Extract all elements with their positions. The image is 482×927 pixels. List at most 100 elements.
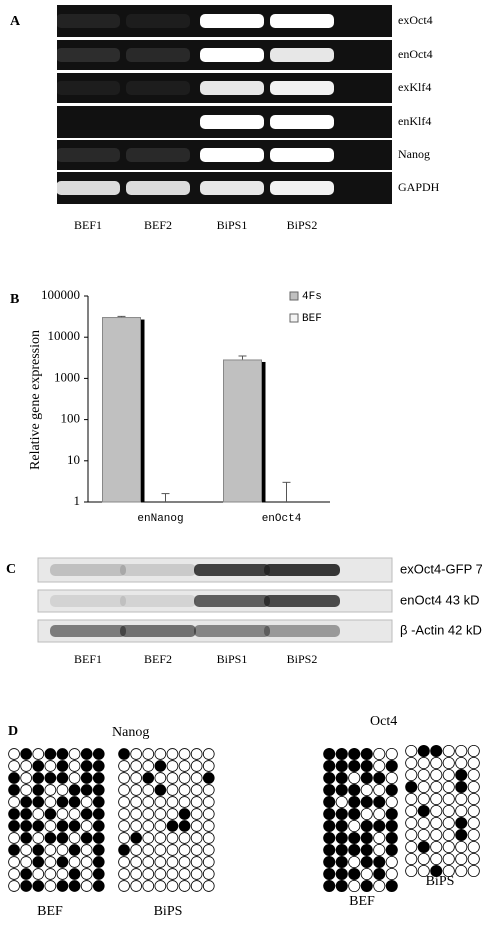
gel-band — [270, 48, 334, 62]
cpg-site — [335, 747, 348, 761]
blot-band — [50, 564, 126, 576]
cpg-site — [154, 820, 167, 832]
cpg-site — [202, 844, 215, 856]
blot-row-label: exOct4-GFP 70kD — [400, 561, 482, 576]
cpg-site — [118, 868, 130, 880]
cpg-site — [178, 772, 191, 784]
cpg-site — [467, 816, 480, 830]
cpg-site — [442, 852, 455, 866]
cpg-site — [455, 756, 468, 770]
cpg-site — [32, 820, 45, 832]
cpg-site — [360, 819, 373, 833]
cpg-site — [455, 828, 468, 842]
cpg-site — [130, 796, 142, 808]
cpg-site — [118, 856, 130, 868]
lane-label: BiPS1 — [217, 652, 248, 666]
cpg-site — [323, 843, 336, 857]
cpg-site — [92, 844, 105, 856]
cpg-site — [80, 856, 93, 868]
cpg-site — [348, 771, 361, 785]
cpg-site — [130, 760, 142, 772]
cpg-site — [348, 855, 361, 869]
cpg-site — [385, 831, 398, 845]
cpg-site — [430, 828, 443, 842]
cpg-site — [56, 784, 69, 796]
cpg-site — [467, 852, 480, 866]
cpg-site — [190, 796, 203, 808]
cpg-site — [142, 748, 155, 760]
cpg-site — [348, 879, 361, 893]
cpg-site — [335, 843, 348, 857]
cpg-site — [442, 828, 455, 842]
blot-row-label: β -Actin 42 kD — [400, 622, 482, 637]
cpg-site — [32, 880, 45, 892]
cpg-site — [44, 880, 57, 892]
cpg-site — [335, 771, 348, 785]
cpg-site — [442, 816, 455, 830]
cpg-site — [190, 856, 203, 868]
cpg-site — [118, 844, 130, 856]
cpg-site — [20, 868, 33, 880]
cpg-site — [32, 844, 45, 856]
lane-label: BiPS2 — [287, 218, 318, 232]
cpg-site — [455, 780, 468, 794]
cpg-site — [56, 796, 69, 808]
cpg-site — [56, 808, 69, 820]
cpg-site — [68, 880, 81, 892]
cpg-site — [178, 808, 191, 820]
gel-band — [126, 181, 190, 195]
cpg-site — [178, 844, 191, 856]
bar — [102, 317, 141, 503]
cpg-site — [467, 840, 480, 854]
cpg-site — [202, 868, 215, 880]
cpg-site — [80, 868, 93, 880]
cpg-site — [80, 880, 93, 892]
cpg-site — [385, 759, 398, 773]
cpg-site — [385, 855, 398, 869]
cpg-site — [92, 820, 105, 832]
cpg-site — [373, 831, 386, 845]
cpg-site — [190, 880, 203, 892]
cpg-site — [68, 868, 81, 880]
cpg-site — [442, 756, 455, 770]
cpg-site — [190, 808, 203, 820]
cpg-site — [417, 816, 430, 830]
cpg-site — [130, 880, 142, 892]
cpg-site — [190, 784, 203, 796]
cpg-site — [455, 864, 468, 878]
cpg-site — [335, 819, 348, 833]
cpg-site — [154, 832, 167, 844]
gel-band — [270, 181, 334, 195]
cpg-site — [80, 748, 93, 760]
cpg-site — [56, 856, 69, 868]
cpg-site — [8, 796, 20, 808]
cpg-site — [323, 783, 336, 797]
cpg-site — [467, 744, 480, 758]
cpg-site — [360, 759, 373, 773]
cpg-site — [20, 796, 33, 808]
cpg-site — [142, 772, 155, 784]
cpg-site — [92, 856, 105, 868]
cpg-site — [430, 792, 443, 806]
cpg-site — [118, 748, 130, 760]
cpg-site — [360, 795, 373, 809]
cpg-site — [166, 844, 179, 856]
cpg-site — [44, 772, 57, 784]
cpg-site — [68, 796, 81, 808]
cpg-site — [154, 868, 167, 880]
cpg-site — [385, 795, 398, 809]
cpg-site — [417, 768, 430, 782]
sample-label: BiPS — [426, 874, 455, 889]
cpg-site — [8, 748, 20, 760]
cpg-site — [323, 747, 336, 761]
cpg-site — [118, 796, 130, 808]
cpg-site — [202, 760, 215, 772]
cpg-site — [32, 868, 45, 880]
cpg-site — [373, 747, 386, 761]
gel-band — [200, 81, 264, 95]
cpg-site — [92, 760, 105, 772]
cpg-site — [20, 760, 33, 772]
blot-row-label: enOct4 43 kD — [400, 592, 480, 607]
cpg-site — [373, 819, 386, 833]
